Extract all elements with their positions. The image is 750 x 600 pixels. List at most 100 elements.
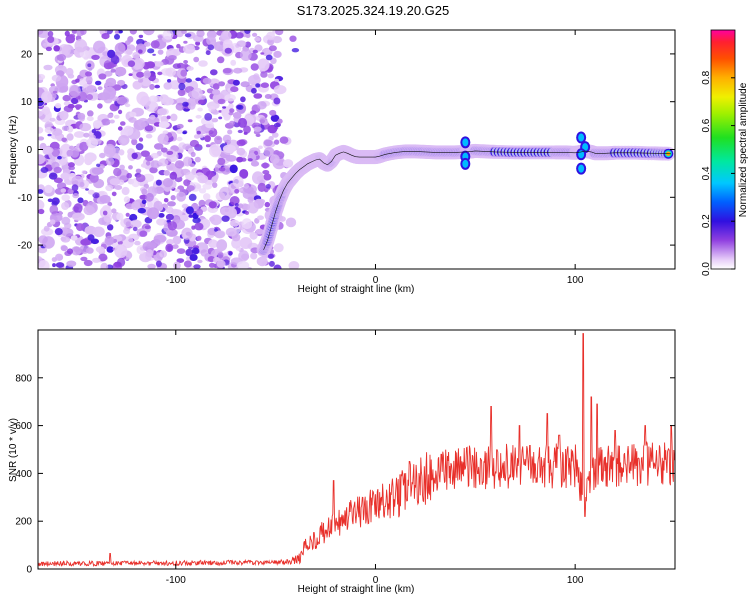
noise-blob [267,124,278,134]
snr-line [38,333,675,568]
noise-blob [236,104,244,110]
noise-blob [74,104,83,109]
noise-blob [54,228,63,236]
noise-blob [249,231,258,240]
noise-blob [189,254,198,261]
noise-blob [135,168,142,174]
noise-blob [83,132,90,138]
noise-blob [192,217,201,224]
noise-blob [221,215,230,222]
noise-blob [145,61,156,69]
snr-ytick-label: 0 [26,565,32,576]
colorbar-tick-label: 0.4 [701,166,712,180]
noise-blob [62,94,71,102]
noise-blob [208,239,219,248]
noise-blob [67,211,74,218]
noise-blob [155,260,162,268]
noise-blob [83,259,93,267]
noise-blob [113,114,120,119]
noise-blob [195,77,202,82]
noise-blob [170,113,178,122]
noise-blob [38,246,48,254]
noise-blob [145,192,154,202]
noise-blob [86,94,93,101]
noise-blob [157,49,164,55]
noise-blob [106,246,114,253]
noise-blob [232,79,240,86]
noise-blob [240,96,246,103]
noise-blob [121,186,130,196]
noise-blob [61,137,67,143]
noise-blob [52,128,63,136]
noise-blob [289,35,297,42]
noise-blob [91,167,104,175]
snr-series [38,333,675,568]
noise-blob [67,188,74,195]
noise-blob [58,44,71,57]
noise-blob [267,73,274,79]
noise-blob [213,41,226,52]
noise-blob [66,133,74,141]
noise-blob [266,31,275,41]
snr-ticks: -100 0 100 0 200 400 600 800 [15,330,675,586]
noise-blob [257,215,264,220]
colorbar: 0.0 0.2 0.4 0.6 0.8 Normalized spectral ampl… [701,29,749,276]
noise-blob [66,260,77,267]
noise-blob [243,131,248,135]
noise-blob [160,97,174,106]
noise-blob [72,193,80,199]
noise-blob [234,203,239,207]
noise-blob [166,150,174,155]
noise-blob [174,188,180,193]
noise-blob [157,35,163,40]
noise-blob [199,188,207,194]
noise-blob [211,89,221,96]
noise-blob [250,160,260,167]
noise-blob [87,189,95,195]
noise-blob [250,252,258,260]
noise-blob [127,60,136,67]
noise-blob [185,231,192,236]
noise-blob [193,56,200,63]
noise-blob [279,136,289,144]
noise-blob [76,223,84,232]
noise-blob [128,73,133,76]
noise-blob [196,30,205,38]
noise-blob [128,165,133,170]
noise-blob [137,207,146,214]
noise-blob [51,197,60,205]
noise-blob [103,214,113,223]
noise-blob [176,43,181,49]
noise-blob [125,49,133,55]
noise-blob [256,256,268,267]
noise-blob [177,89,186,97]
noise-blob [262,162,269,169]
noise-blob [102,210,108,216]
noise-blob [150,40,160,49]
noise-blob [228,251,233,256]
noise-blob [265,54,273,61]
noise-blob [86,85,97,93]
noise-blob [230,59,237,66]
noise-blob [75,78,80,83]
spectrogram-noise [38,30,300,269]
noise-blob [265,184,271,189]
noise-blob [64,30,70,37]
noise-blob [253,73,260,80]
noise-blob [41,106,51,116]
noise-blob [38,199,45,211]
noise-blob [241,218,253,230]
noise-blob [101,33,110,40]
noise-blob [61,227,69,234]
noise-blob [250,110,257,115]
noise-blob [105,157,115,166]
noise-blob [54,118,66,126]
noise-blob [183,260,192,268]
noise-blob [224,94,236,102]
noise-blob [206,35,217,46]
noise-blob [255,83,261,88]
noise-blob [208,130,214,135]
spectrogram-ytick-label: -20 [18,241,33,252]
noise-blob [38,154,46,165]
noise-blob [53,166,62,174]
